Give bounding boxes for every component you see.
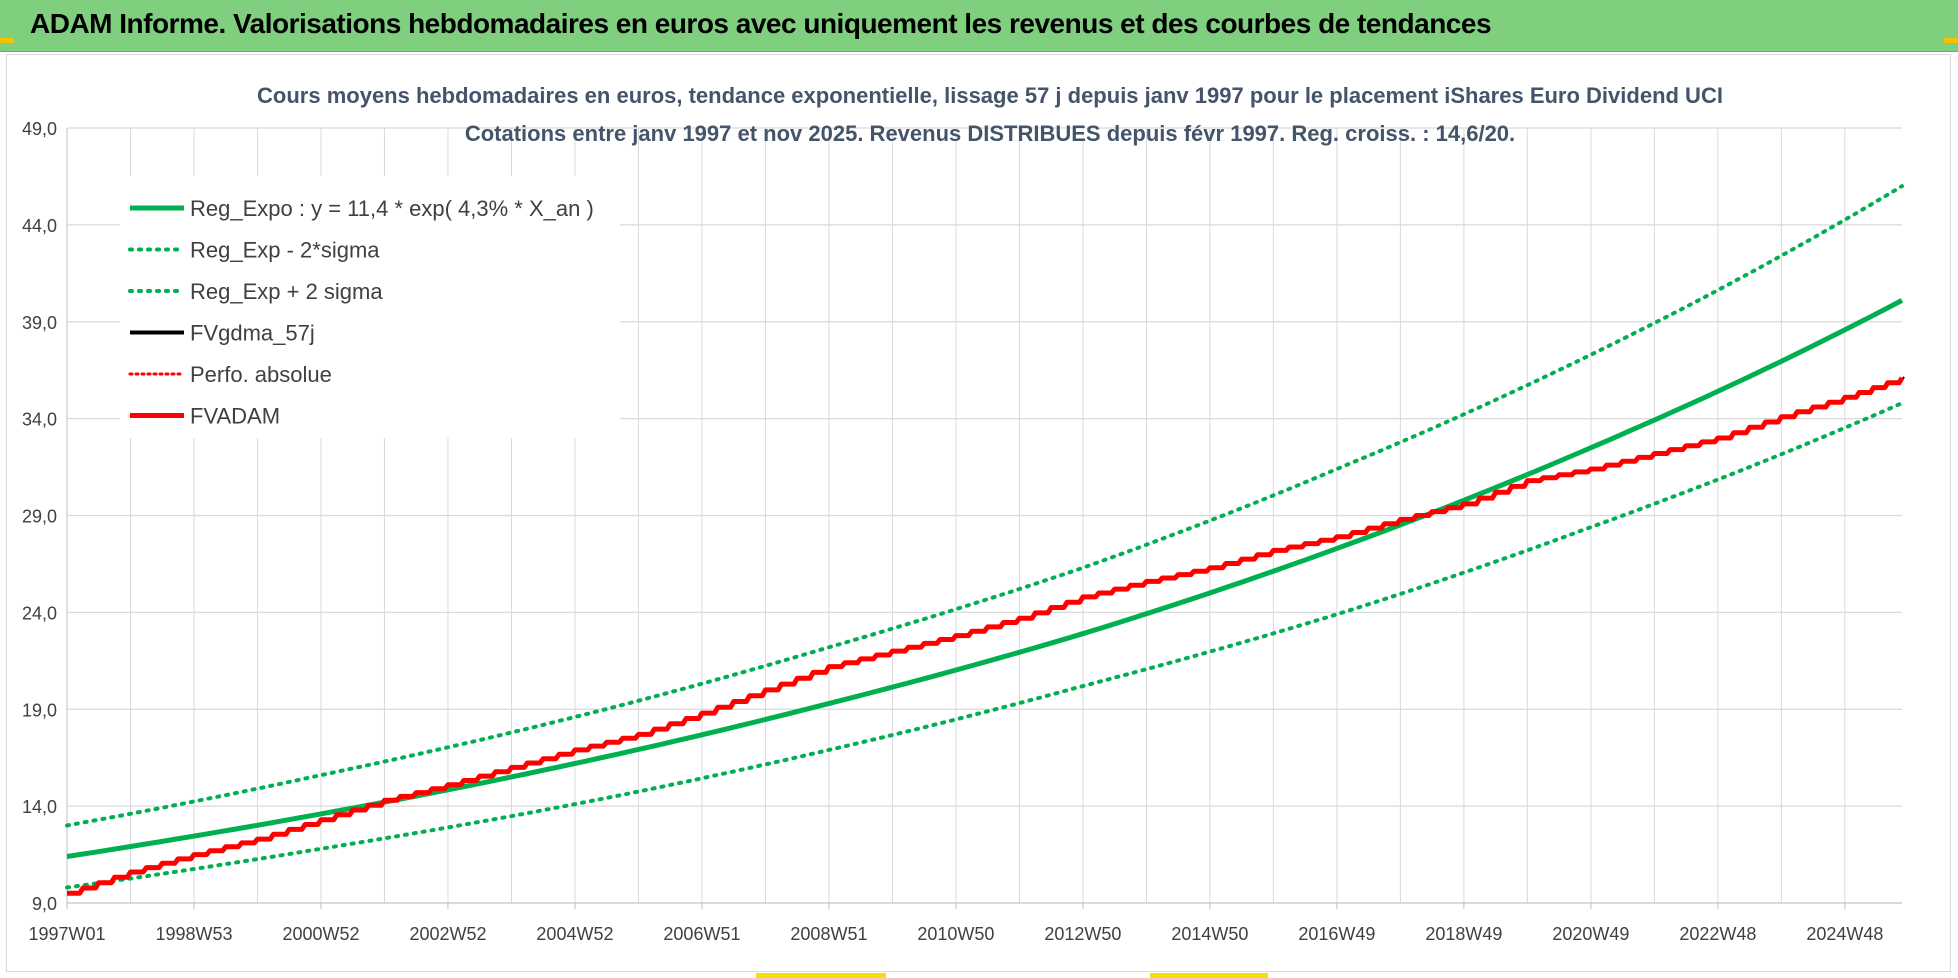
legend-background (120, 176, 620, 438)
y-tick-label: 24,0 (22, 603, 57, 623)
y-tick-label: 44,0 (22, 216, 57, 236)
y-tick-label: 29,0 (22, 507, 57, 527)
x-tick-label: 2010W50 (917, 924, 994, 944)
legend: Reg_Expo : y = 11,4 * exp( 4,3% * X_an )… (120, 176, 620, 438)
y-tick-label: 9,0 (32, 894, 57, 914)
page-title: ADAM Informe. Valorisations hebdomadaire… (30, 8, 1492, 39)
corner-mark-left (0, 38, 14, 43)
header-bar: ADAM Informe. Valorisations hebdomadaire… (0, 0, 1958, 52)
series-fvadam (67, 376, 1905, 896)
x-tick-label: 2012W50 (1044, 924, 1121, 944)
legend-label-reg_plus: Reg_Exp + 2 sigma (190, 279, 383, 304)
legend-label-reg_minus: Reg_Exp - 2*sigma (190, 238, 380, 263)
legend-label-reg_expo: Reg_Expo : y = 11,4 * exp( 4,3% * X_an ) (190, 196, 594, 221)
x-tick-label: 1998W53 (155, 924, 232, 944)
x-tick-label: 2004W52 (536, 924, 613, 944)
y-tick-label: 34,0 (22, 410, 57, 430)
footer-mark-1 (756, 973, 886, 978)
footer-mark-2 (1150, 973, 1268, 978)
legend-label-fvadam: FVADAM (190, 404, 280, 429)
x-tick-label: 2008W51 (790, 924, 867, 944)
axis-labels: 9,0 14,0 19,0 24,0 29,0 34,0 39,0 44,0 49,0 1997W… (22, 119, 1883, 944)
corner-mark-right (1944, 38, 1958, 43)
chart-title-line2: Cotations entre janv 1997 et nov 2025. R… (465, 121, 1515, 146)
series-reg-exp-minus-2sigma (65, 401, 1904, 890)
y-tick-label: 14,0 (22, 797, 57, 817)
x-tick-label: 2018W49 (1425, 924, 1502, 944)
series-reg-exp-plus-2sigma (65, 184, 1904, 828)
x-tick-label: 2000W52 (282, 924, 359, 944)
y-tick-label: 39,0 (22, 313, 57, 333)
x-tick-label: 2014W50 (1171, 924, 1248, 944)
x-tick-label: 2016W49 (1298, 924, 1375, 944)
x-tick-label: 2020W49 (1552, 924, 1629, 944)
x-tick-label: 2022W48 (1679, 924, 1756, 944)
y-tick-label: 19,0 (22, 700, 57, 720)
x-tick-label: 2024W48 (1806, 924, 1883, 944)
x-tick-label: 2002W52 (409, 924, 486, 944)
y-tick-label: 49,0 (22, 119, 57, 139)
legend-label-fvgdma: FVgdma_57j (190, 321, 315, 346)
chart-frame (6, 54, 1951, 972)
x-tick-label: 2006W51 (663, 924, 740, 944)
series-layer (65, 184, 1905, 896)
x-tick-label: 1997W01 (28, 924, 105, 944)
chart-title-line1: Cours moyens hebdomadaires en euros, ten… (257, 83, 1723, 108)
legend-label-perfo: Perfo. absolue (190, 362, 332, 387)
